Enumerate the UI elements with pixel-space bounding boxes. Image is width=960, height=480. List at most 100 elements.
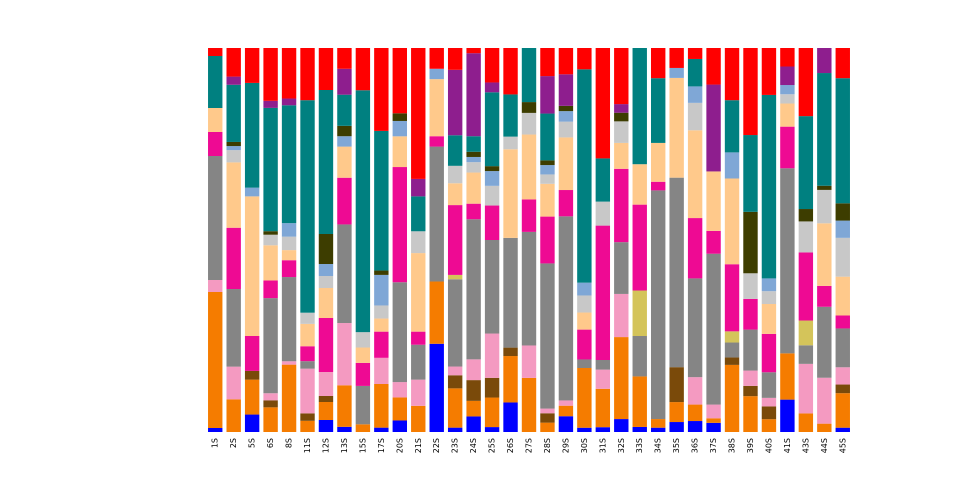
bar-segment-gray-28S xyxy=(540,263,555,409)
bar-segment-magenta-25S xyxy=(484,205,500,240)
bar-segment-darkolive-28S xyxy=(540,160,555,166)
bar-segment-orange-44S xyxy=(817,423,832,432)
bar-segment-red-25S xyxy=(484,48,500,83)
bar-segment-orange-45S xyxy=(835,393,850,428)
bar-segment-magenta-36S xyxy=(687,218,703,279)
bar-segment-teal-31S xyxy=(595,158,611,202)
bar-segment-magenta-1S xyxy=(208,132,223,156)
bar-segment-pink-11S xyxy=(300,368,315,414)
bar-segment-peach-2S xyxy=(226,162,241,228)
bar-segment-magenta-45S xyxy=(835,315,850,329)
bar-segment-pink-45S xyxy=(835,367,850,385)
bar-segment-pink-8S xyxy=(281,361,297,365)
bar-segment-red-22S xyxy=(429,48,444,69)
bar-segment-red-15S xyxy=(355,48,371,91)
bar-segment-peach-28S xyxy=(540,183,555,217)
bar-segment-brown-6S xyxy=(263,400,278,408)
bar-segment-peach-26S xyxy=(503,149,518,238)
bar-segment-darkolive-25S xyxy=(484,166,500,172)
bar-segment-peach-1S xyxy=(208,108,223,132)
bar-segment-teal-28S xyxy=(540,113,555,161)
bar-segment-blue-26S xyxy=(503,402,518,432)
bar-segment-purple-8S xyxy=(281,98,297,106)
x-tick-label-23S: 23S xyxy=(451,438,460,453)
bar-segment-orange-23S xyxy=(447,388,463,428)
bar-segment-pink-36S xyxy=(687,377,703,405)
bar-segment-pink-43S xyxy=(798,363,814,414)
x-tick-label-35S: 35S xyxy=(672,438,681,453)
bar-segment-orange-20S xyxy=(392,397,407,421)
bar-segment-silver-43S xyxy=(798,221,814,253)
bar-segment-peach-45S xyxy=(835,276,850,316)
bar-segment-purple-21S xyxy=(411,178,426,197)
x-tick-label-24S: 24S xyxy=(469,438,478,453)
bar-segment-silver-21S xyxy=(411,231,426,254)
bar-segment-red-26S xyxy=(503,48,518,95)
bars-layer xyxy=(208,48,850,432)
bar-segment-gray-13S xyxy=(337,224,352,324)
bar-segment-red-23S xyxy=(447,48,463,70)
bar-segment-pink-25S xyxy=(484,333,500,378)
bar-segment-blue-30S xyxy=(577,427,592,432)
bar-segment-peach-29S xyxy=(558,137,574,191)
bar-segment-peach-34S xyxy=(651,142,666,182)
bar-segment-magenta-24S xyxy=(466,203,481,220)
bar-segment-silver-6S xyxy=(263,234,278,246)
bar-segment-teal-2S xyxy=(226,84,241,142)
bar-segment-blue-36S xyxy=(687,421,703,432)
bar-segment-pink-24S xyxy=(466,359,481,381)
bar-segment-peach-30S xyxy=(577,312,592,330)
bar-segment-teal-30S xyxy=(577,69,592,283)
bar-segment-peach-22S xyxy=(429,79,444,137)
x-tick-label-36S: 36S xyxy=(691,438,700,453)
bar-segment-purple-44S xyxy=(817,48,832,74)
x-tick-label-37S: 37S xyxy=(709,438,718,453)
bar-segment-magenta-8S xyxy=(281,260,297,278)
bar-segment-magenta-2S xyxy=(226,227,241,290)
bar-segment-gray-30S xyxy=(577,359,592,368)
bar-segment-red-37S xyxy=(706,48,721,85)
bar-segment-gray-34S xyxy=(651,190,666,420)
bar-segment-orange-41S xyxy=(780,353,795,400)
bar-segment-orange-34S xyxy=(651,419,666,428)
bar-segment-silver-11S xyxy=(300,312,315,324)
bar-segment-peach-36S xyxy=(687,130,703,219)
x-tick-label-39S: 39S xyxy=(746,438,755,453)
bar-segment-teal-39S xyxy=(743,135,758,212)
bar-segment-orange-26S xyxy=(503,356,518,403)
bar-segment-orange-38S xyxy=(724,364,740,432)
bar-segment-gray-6S xyxy=(263,298,278,394)
bar-segment-silver-31S xyxy=(595,201,611,226)
bar-segment-pink-32S xyxy=(614,293,629,338)
bar-segment-lightblue-45S xyxy=(835,220,850,238)
bar-segment-silver-40S xyxy=(761,291,777,304)
bar-segment-peach-17S xyxy=(374,318,389,332)
bar-segment-gray-35S xyxy=(669,177,684,368)
bar-segment-silver-2S xyxy=(226,150,241,163)
bar-segment-olive-33S xyxy=(632,290,647,336)
bar-segment-teal-5S xyxy=(244,82,260,188)
bar-segment-teal-11S xyxy=(300,100,315,313)
bar-segment-silver-15S xyxy=(355,332,371,348)
bar-segment-red-36S xyxy=(687,48,703,59)
bar-segment-darkolive-45S xyxy=(835,203,850,221)
bar-segment-teal-26S xyxy=(503,94,518,137)
bar-segment-magenta-44S xyxy=(817,285,832,307)
bar-segment-darkolive-20S xyxy=(392,113,407,121)
bar-segment-orange-39S xyxy=(743,396,758,432)
bar-segment-lightblue-13S xyxy=(337,136,352,147)
bar-segment-teal-23S xyxy=(447,135,463,166)
bar-segment-lightblue-40S xyxy=(761,278,777,292)
bar-segment-peach-15S xyxy=(355,347,371,363)
bar-segment-darkolive-13S xyxy=(337,125,352,137)
bar-segment-pink-39S xyxy=(743,370,758,386)
bar-segment-orange-1S xyxy=(208,292,223,428)
bar-segment-red-21S xyxy=(411,48,426,179)
bar-segment-orange-40S xyxy=(761,419,777,432)
bar-segment-silver-8S xyxy=(281,236,297,251)
bar-segment-gray-40S xyxy=(761,372,777,398)
bar-segment-red-11S xyxy=(300,48,315,101)
x-tick-label-45S: 45S xyxy=(838,438,847,453)
bar-segment-peach-24S xyxy=(466,172,481,204)
bar-segment-blue-1S xyxy=(208,428,223,432)
